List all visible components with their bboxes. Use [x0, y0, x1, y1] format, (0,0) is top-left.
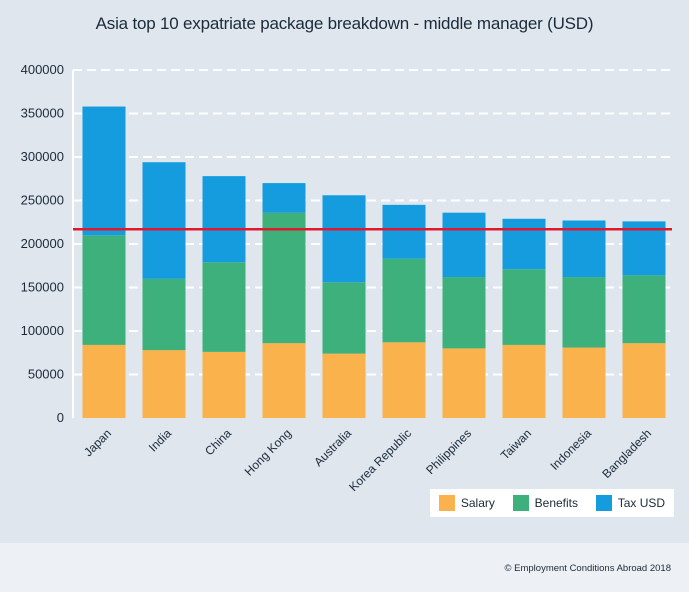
- bar-segment-tax-usd: [142, 162, 186, 279]
- legend-label-salary: Salary: [460, 496, 495, 510]
- y-tick-label: 0: [57, 410, 64, 425]
- chart-legend: Salary Benefits Tax USD: [430, 489, 674, 517]
- y-tick-label: 300000: [21, 149, 64, 164]
- x-tick-label: Japan: [81, 426, 114, 459]
- x-tick-label: Bangladesh: [599, 426, 654, 481]
- legend-item-benefits: Benefits: [512, 495, 578, 511]
- chart-title: Asia top 10 expatriate package breakdown…: [95, 14, 594, 33]
- bar-segment-benefits: [262, 212, 306, 344]
- legend-item-tax: Tax USD: [595, 495, 666, 511]
- x-tick-label: China: [202, 426, 234, 458]
- bar-segment-salary: [322, 353, 366, 418]
- bar-segment-benefits: [142, 278, 186, 351]
- legend-label-tax: Tax USD: [617, 496, 666, 510]
- bar-segment-salary: [382, 342, 426, 418]
- legend-swatch-benefits: [512, 495, 529, 511]
- bar-segment-tax-usd: [502, 218, 546, 270]
- bar-segment-benefits: [82, 235, 126, 345]
- bar-segment-salary: [622, 343, 666, 418]
- y-tick-label: 50000: [28, 367, 64, 382]
- legend-item-salary: Salary: [438, 495, 495, 511]
- bar-segment-tax-usd: [82, 106, 126, 236]
- bar-segment-benefits: [382, 258, 426, 343]
- y-tick-label: 100000: [21, 323, 64, 338]
- y-tick-label: 350000: [21, 106, 64, 121]
- bar-segment-tax-usd: [382, 204, 426, 259]
- x-tick-label: Hong Kong: [242, 426, 294, 478]
- stacked-bar-chart: 0 50000 100000 150000 200000 250000 300000 3500…: [21, 62, 672, 494]
- bar-segment-tax-usd: [442, 212, 486, 278]
- bar-segment-salary: [262, 343, 306, 418]
- bar-segment-benefits: [562, 277, 606, 348]
- bar-segment-salary: [142, 350, 186, 418]
- bar-segment-tax-usd: [262, 183, 306, 213]
- bar-segment-tax-usd: [202, 176, 246, 263]
- bar-segment-benefits: [502, 269, 546, 345]
- x-tick-label: Korea Republic: [346, 426, 414, 494]
- x-tick-label: Taiwan: [498, 426, 534, 462]
- bar-segment-tax-usd: [322, 195, 366, 283]
- x-tick-label: India: [146, 426, 175, 455]
- bar-segment-salary: [562, 347, 606, 418]
- bar-segment-benefits: [322, 282, 366, 354]
- bar-segment-salary: [82, 344, 126, 418]
- x-tick-label: Australia: [311, 426, 354, 469]
- legend-swatch-tax: [595, 495, 612, 511]
- copyright-text: © Employment Conditions Abroad 2018: [504, 563, 672, 574]
- bar-segment-salary: [502, 344, 546, 418]
- legend-label-benefits: Benefits: [534, 496, 578, 510]
- bar-segment-benefits: [622, 275, 666, 344]
- x-tick-label: Philippines: [423, 426, 474, 477]
- bar-segment-salary: [442, 348, 486, 418]
- bar-segment-benefits: [442, 277, 486, 349]
- y-tick-label: 150000: [21, 280, 64, 295]
- footer-bar: © Employment Conditions Abroad 2018: [0, 543, 689, 592]
- y-tick-label: 250000: [21, 193, 64, 208]
- bar-segment-benefits: [202, 262, 246, 352]
- bar-segment-salary: [202, 351, 246, 418]
- y-tick-label: 400000: [21, 62, 64, 77]
- y-tick-label: 200000: [21, 236, 64, 251]
- legend-swatch-salary: [438, 495, 455, 511]
- x-tick-label: Indonesia: [547, 426, 594, 473]
